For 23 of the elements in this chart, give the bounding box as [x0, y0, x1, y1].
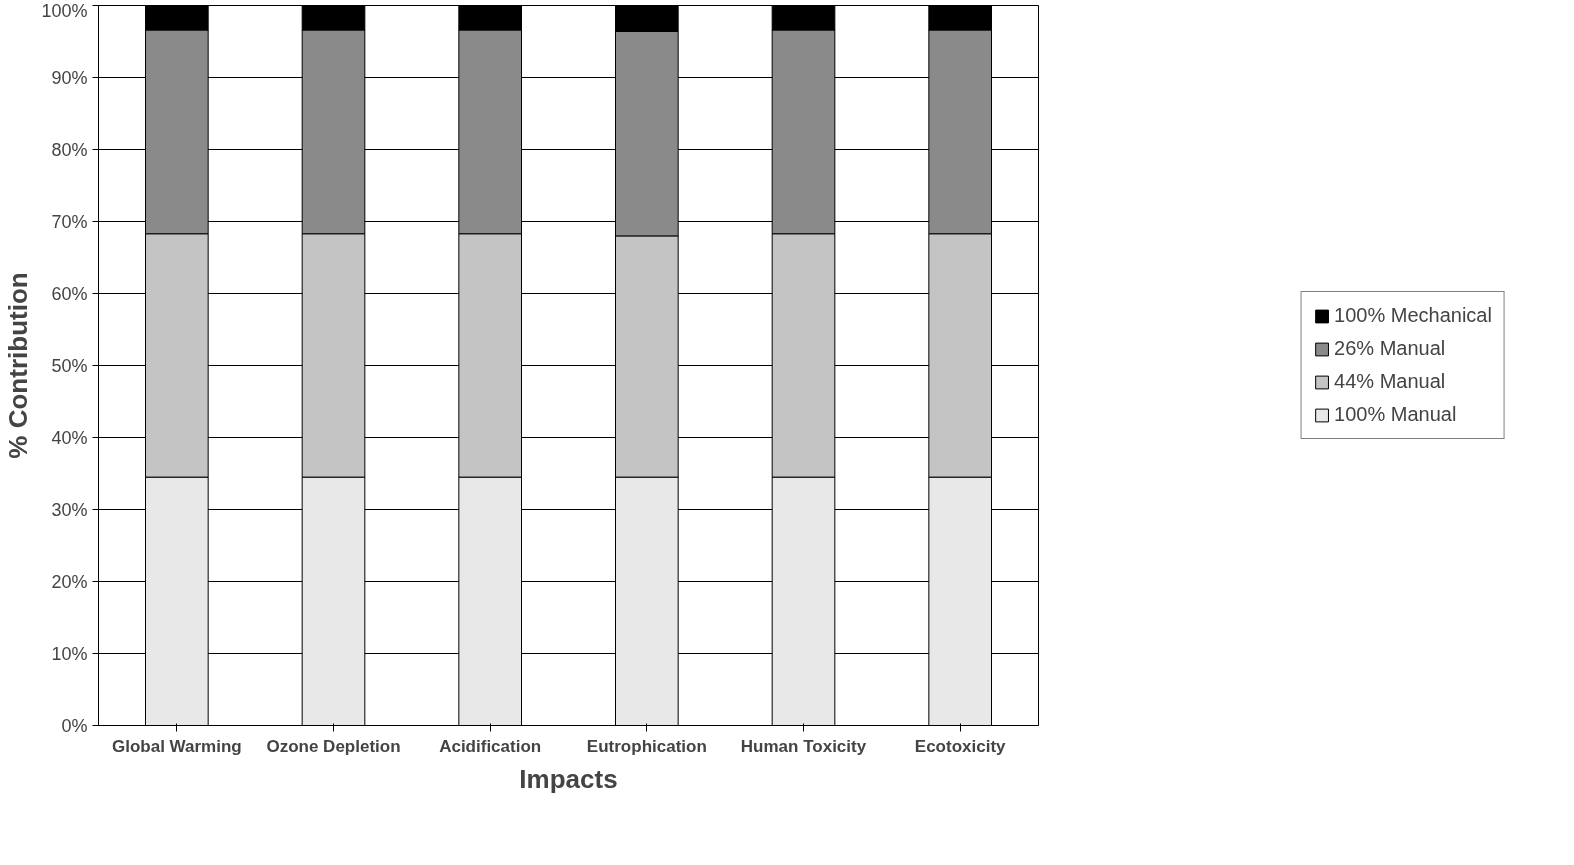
x-tick-label: Ecotoxicity	[914, 736, 1007, 756]
x-tick-label: Global Warming	[111, 736, 242, 756]
legend-label: 100% Manual	[1334, 403, 1457, 426]
y-tick-label: 30%	[51, 499, 88, 520]
x-tick-label: Eutrophication	[586, 736, 707, 756]
x-tick-label: Ozone Depletion	[266, 736, 401, 756]
x-tick-label: Human Toxicity	[740, 736, 867, 756]
y-tick-label: 60%	[51, 283, 88, 304]
legend-label: 26% Manual	[1334, 337, 1446, 360]
legend-label: 44% Manual	[1334, 370, 1446, 393]
y-tick-label: 80%	[51, 139, 88, 160]
y-tick-label: 70%	[51, 211, 88, 232]
y-axis-title: % Contribution	[3, 272, 34, 459]
y-tick-label: 20%	[51, 571, 88, 592]
legend-label: 100% Mechanical	[1334, 304, 1492, 327]
x-tick-label: Acidification	[439, 736, 542, 756]
y-tick-label: 10%	[51, 643, 88, 664]
y-tick-label: 40%	[51, 427, 88, 448]
y-tick-label: 90%	[51, 67, 88, 88]
y-tick-label: 100%	[41, 0, 88, 21]
x-axis-title: Impacts	[519, 763, 618, 794]
y-tick-label: 50%	[51, 355, 88, 376]
y-tick-label: 0%	[61, 715, 88, 736]
